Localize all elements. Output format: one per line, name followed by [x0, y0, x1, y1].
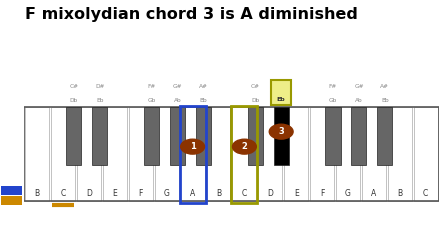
Bar — [248, 107, 263, 165]
Bar — [274, 107, 289, 165]
Bar — [1, 186, 22, 195]
Bar — [336, 107, 360, 201]
Text: A#: A# — [380, 84, 389, 89]
Text: Eb: Eb — [96, 98, 103, 103]
Bar — [232, 107, 257, 201]
Bar — [271, 80, 291, 105]
Text: C#: C# — [251, 84, 260, 89]
Text: B: B — [35, 189, 40, 198]
Bar — [24, 107, 439, 201]
Text: D#: D# — [95, 84, 105, 89]
Bar — [388, 107, 412, 201]
Bar — [77, 107, 101, 201]
Text: 2: 2 — [242, 142, 247, 151]
Text: C: C — [60, 189, 66, 198]
Bar — [103, 107, 127, 201]
Bar — [377, 107, 392, 165]
Bar — [231, 106, 257, 203]
Text: Eb: Eb — [277, 97, 286, 102]
Bar — [154, 107, 179, 201]
Bar — [180, 106, 205, 203]
Text: basicmusictheory.com: basicmusictheory.com — [9, 72, 14, 131]
Text: A: A — [190, 189, 195, 198]
Text: B: B — [397, 189, 403, 198]
Text: F: F — [139, 189, 143, 198]
Text: F#: F# — [147, 84, 156, 89]
Text: 1: 1 — [190, 142, 195, 151]
Text: A#: A# — [199, 84, 208, 89]
Bar — [352, 107, 367, 165]
Text: F#: F# — [329, 84, 337, 89]
Text: F mixolydian chord 3 is A diminished: F mixolydian chord 3 is A diminished — [25, 7, 358, 22]
Text: Db: Db — [251, 98, 260, 103]
Text: G: G — [164, 189, 169, 198]
Bar — [258, 107, 282, 201]
Text: Ab: Ab — [174, 98, 181, 103]
Bar — [66, 107, 81, 165]
Bar — [51, 107, 75, 201]
Text: D: D — [86, 189, 92, 198]
Text: G: G — [345, 189, 351, 198]
Text: Db: Db — [70, 98, 78, 103]
Text: Gb: Gb — [147, 98, 156, 103]
Bar — [180, 107, 205, 201]
Text: Ab: Ab — [355, 98, 363, 103]
Bar — [1, 196, 22, 205]
Text: Bb: Bb — [200, 98, 207, 103]
Bar — [92, 107, 107, 165]
Text: B: B — [216, 189, 221, 198]
Text: F: F — [320, 189, 324, 198]
Text: C: C — [242, 189, 247, 198]
Bar — [170, 107, 185, 165]
Text: D: D — [268, 189, 273, 198]
Circle shape — [269, 124, 293, 139]
Text: G#: G# — [173, 84, 182, 89]
Circle shape — [181, 139, 205, 154]
Text: C#: C# — [70, 84, 78, 89]
Text: E: E — [294, 189, 299, 198]
Bar — [196, 107, 211, 165]
Bar — [414, 107, 438, 201]
Bar — [128, 107, 153, 201]
Text: C: C — [423, 189, 429, 198]
Text: 3: 3 — [279, 127, 284, 136]
Bar — [144, 107, 159, 165]
Bar — [284, 107, 308, 201]
Text: Gb: Gb — [329, 98, 337, 103]
Text: E: E — [113, 189, 117, 198]
Text: G#: G# — [354, 84, 363, 89]
Bar — [206, 107, 231, 201]
Text: Bb: Bb — [381, 98, 389, 103]
Circle shape — [232, 139, 257, 154]
Bar — [326, 107, 341, 165]
Bar — [310, 107, 334, 201]
Bar — [25, 107, 49, 201]
Text: A: A — [371, 189, 377, 198]
Bar — [362, 107, 386, 201]
